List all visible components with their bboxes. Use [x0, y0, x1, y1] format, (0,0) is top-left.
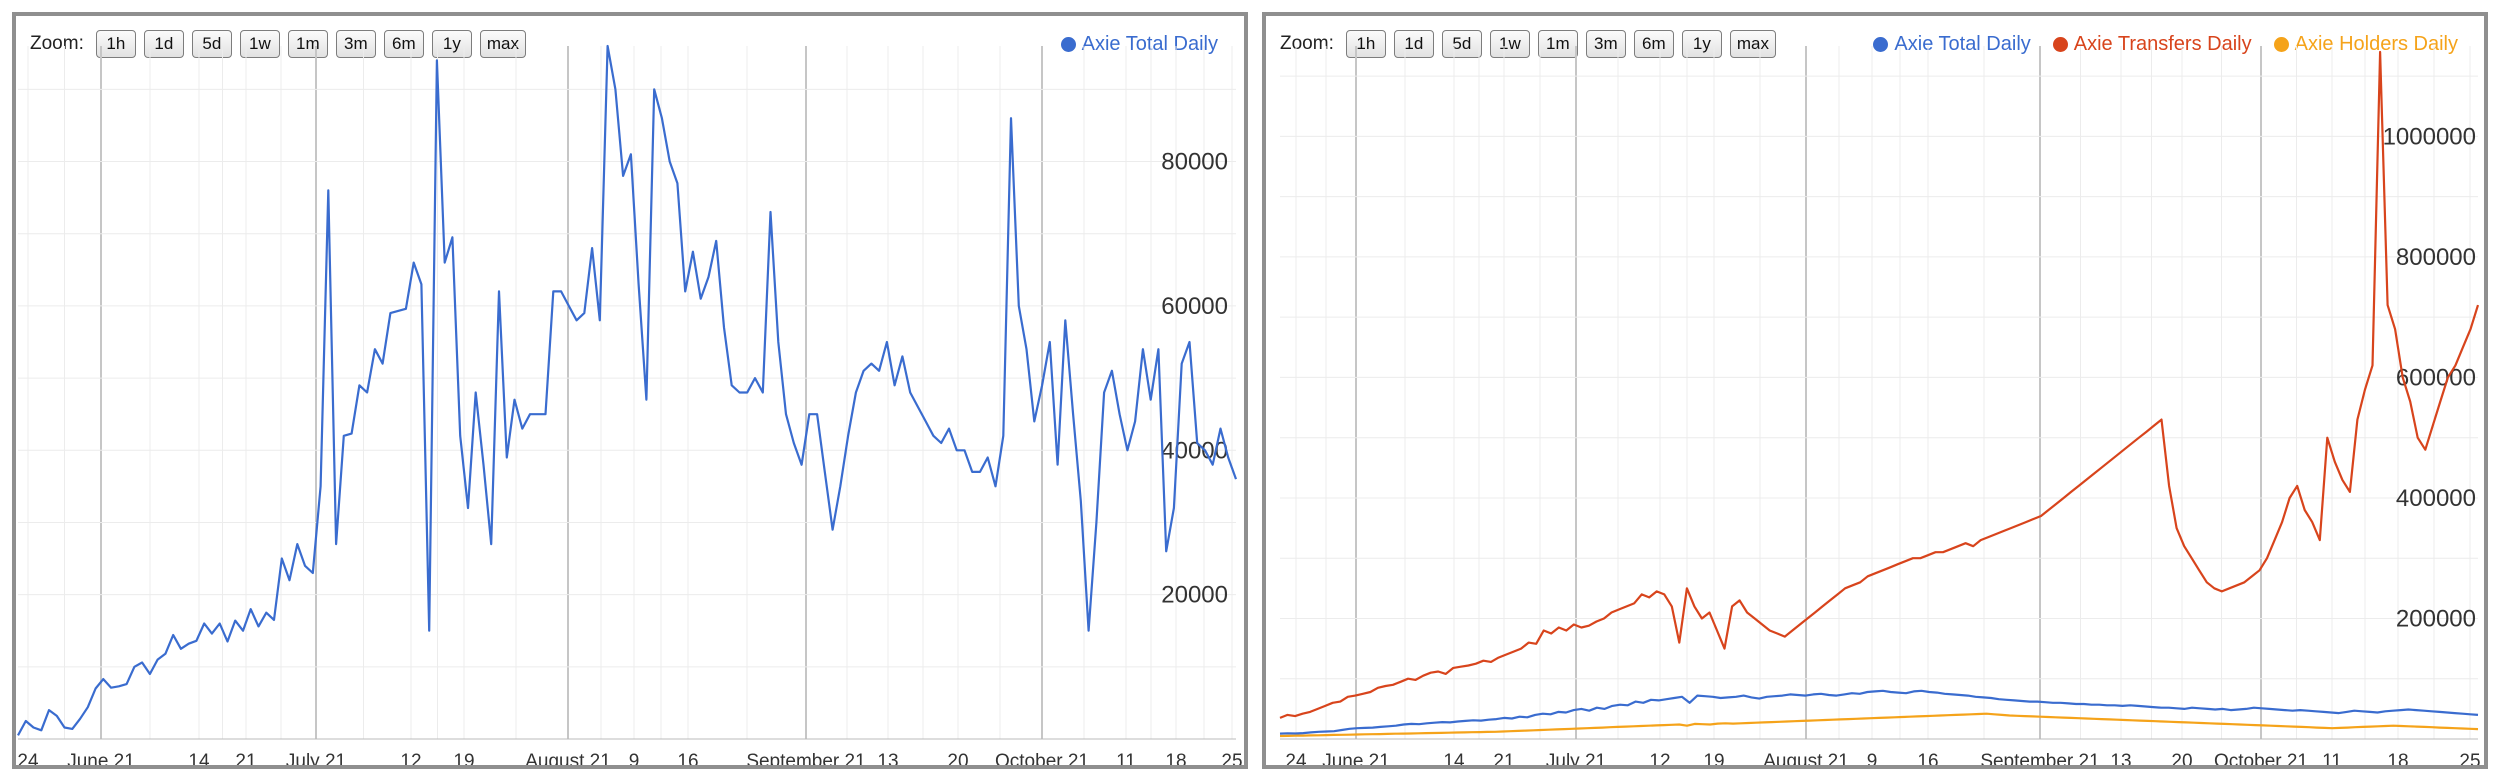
series-line-2 — [1279, 712, 2479, 738]
x-tick-label: 14 — [188, 751, 210, 765]
x-tick-label: 20 — [2171, 751, 2192, 765]
y-tick-label: 20000 — [1161, 582, 1228, 609]
zoom-button-1d[interactable]: 1d — [143, 30, 184, 58]
x-tick-label: 18 — [1165, 751, 1186, 765]
legend-label: Axie Transfers Daily — [2073, 33, 2252, 55]
legend: Axie Total Daily Axie Transfers Daily Ax… — [1873, 30, 2458, 58]
line-chart: 200000 400000 600000 800000 1000000 24 June 21… — [1279, 46, 2481, 765]
x-tick-label: 19 — [453, 751, 474, 765]
zoom-label: Zoom: — [30, 33, 84, 54]
zoom-button-1h[interactable]: 1h — [95, 30, 136, 58]
y-tick-label: 200000 — [2396, 605, 2476, 632]
legend-item-total[interactable]: Axie Total Daily — [1060, 30, 1218, 58]
zoom-label: Zoom: — [1280, 33, 1334, 54]
y-tick-label: 800000 — [2396, 244, 2476, 271]
zoom-button-1w[interactable]: 1w — [1489, 30, 1530, 58]
legend-dot — [2273, 36, 2289, 52]
x-tick-label: 21 — [235, 751, 256, 765]
zoom-button-3m[interactable]: 3m — [1585, 30, 1626, 58]
x-tick-label: 11 — [1116, 751, 1136, 765]
x-tick-label: 13 — [877, 751, 898, 765]
legend-dot — [2052, 36, 2068, 52]
y-tick-label: 1000000 — [2383, 123, 2476, 150]
x-tick-label: June 21 — [1322, 751, 1390, 765]
x-tick-label: July 21 — [1546, 751, 1606, 765]
x-tick-label: June 21 — [67, 751, 135, 765]
zoom-button-max[interactable]: max — [479, 30, 526, 58]
x-tick-label: 21 — [1493, 751, 1514, 765]
zoom-button-1h[interactable]: 1h — [1345, 30, 1386, 58]
legend: Axie Total Daily — [1060, 30, 1218, 58]
x-tick-label: 13 — [2110, 751, 2131, 765]
legend-dot — [1873, 36, 1889, 52]
legend-dot — [1060, 36, 1076, 52]
chart-panel-left: Zoom: 1h 1d 5d 1w 1m 3m 6m 1y max Axie T… — [12, 12, 1248, 769]
zoom-button-1y[interactable]: 1y — [431, 30, 472, 58]
x-tick-label: October 21 — [2214, 751, 2308, 765]
x-tick-label: 24 — [1285, 751, 1307, 765]
legend-item-transfers[interactable]: Axie Transfers Daily — [2052, 30, 2252, 58]
x-tick-label: 11 — [2322, 751, 2342, 765]
zoom-button-1m[interactable]: 1m — [1537, 30, 1578, 58]
legend-item-holders[interactable]: Axie Holders Daily — [2273, 30, 2458, 58]
y-tick-label: 600000 — [2396, 364, 2476, 391]
x-tick-label: 18 — [2387, 751, 2408, 765]
y-tick-label: 60000 — [1161, 293, 1228, 320]
x-tick-label: October 21 — [995, 751, 1089, 765]
x-tick-label: 16 — [1917, 751, 1938, 765]
x-tick-label: 25 — [2459, 751, 2480, 765]
legend-label: Axie Total Daily — [1081, 33, 1218, 55]
x-tick-label: July 21 — [286, 751, 346, 765]
zoom-button-6m[interactable]: 6m — [383, 30, 424, 58]
chart-panel-right: Zoom: 1h 1d 5d 1w 1m 3m 6m 1y max Axie T… — [1262, 12, 2488, 769]
zoom-button-1y[interactable]: 1y — [1681, 30, 1722, 58]
series-line-1 — [1279, 50, 2480, 719]
x-tick-label: September 21 — [1980, 751, 2099, 765]
x-tick-label: 14 — [1443, 751, 1465, 765]
y-tick-label: 400000 — [2396, 485, 2476, 512]
x-tick-label: September 21 — [746, 751, 865, 765]
x-tick-label: 20 — [947, 751, 968, 765]
x-tick-label: August 21 — [1763, 751, 1849, 765]
x-tick-label: 9 — [1867, 751, 1878, 765]
zoom-button-3m[interactable]: 3m — [335, 30, 376, 58]
x-tick-label: 9 — [629, 751, 640, 765]
zoom-button-1m[interactable]: 1m — [287, 30, 328, 58]
zoom-bar: Zoom: 1h 1d 5d 1w 1m 3m 6m 1y max — [30, 30, 526, 58]
x-tick-label: 24 — [17, 751, 39, 765]
zoom-button-5d[interactable]: 5d — [1441, 30, 1482, 58]
x-tick-label: 12 — [1649, 751, 1670, 765]
zoom-button-1w[interactable]: 1w — [239, 30, 280, 58]
series-line-0 — [1279, 689, 2479, 735]
zoom-button-1d[interactable]: 1d — [1393, 30, 1434, 58]
series-line-0 — [17, 44, 1238, 736]
x-tick-label: 12 — [400, 751, 421, 765]
zoom-button-max[interactable]: max — [1729, 30, 1776, 58]
x-tick-label: August 21 — [525, 751, 611, 765]
y-tick-label: 80000 — [1161, 149, 1228, 176]
x-tick-label: 25 — [1221, 751, 1242, 765]
legend-label: Axie Holders Daily — [2294, 33, 2458, 55]
x-tick-label: 16 — [677, 751, 698, 765]
x-tick-label: 19 — [1703, 751, 1724, 765]
